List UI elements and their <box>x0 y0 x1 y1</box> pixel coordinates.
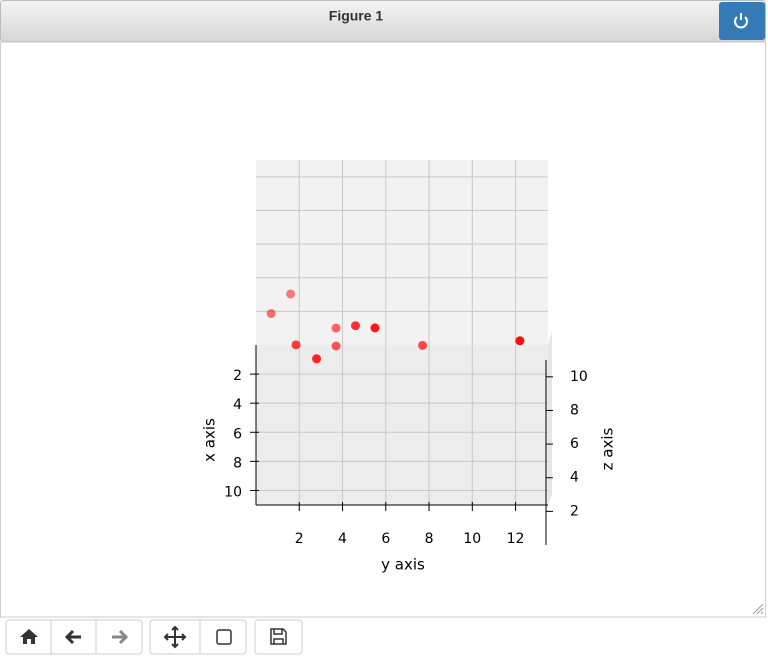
side-pane <box>548 330 552 505</box>
close-button-bg[interactable] <box>719 2 765 40</box>
z-axis-label: z axis <box>599 427 617 470</box>
x-axis-label: x axis <box>201 418 219 462</box>
data-point <box>331 341 341 351</box>
z-tick-label: 4 <box>570 470 579 486</box>
plot-3d: 2 4 6 8 10 2 4 6 8 10 12 2 4 6 8 10 x axis y axis z axis <box>201 160 617 574</box>
data-point <box>291 340 301 350</box>
back-button[interactable] <box>64 629 81 645</box>
x-tick-label: 4 <box>233 397 242 413</box>
data-point <box>515 336 525 346</box>
window-title: Figure 1 <box>329 8 384 24</box>
y-axis-label: y axis <box>381 556 425 574</box>
data-point <box>331 323 341 333</box>
y-tick-label: 8 <box>425 531 434 547</box>
y-tick-label: 4 <box>338 531 347 547</box>
data-point <box>350 321 360 331</box>
z-tick-label: 10 <box>570 369 588 385</box>
zoom-button[interactable] <box>216 629 232 645</box>
close-button[interactable] <box>719 2 765 40</box>
y-tick-label: 10 <box>463 531 481 547</box>
z-tick-label: 6 <box>570 436 579 452</box>
y-tick-label: 12 <box>507 531 525 547</box>
back-pane <box>256 160 548 345</box>
home-button[interactable] <box>20 629 38 644</box>
x-tick-label: 8 <box>233 455 242 471</box>
x-tick-label: 6 <box>233 426 242 442</box>
floor-pane <box>256 345 548 505</box>
resize-handle[interactable] <box>752 603 764 615</box>
pan-button[interactable] <box>163 625 187 649</box>
forward-button[interactable] <box>112 629 129 645</box>
data-point <box>312 354 322 364</box>
y-tick-label: 2 <box>295 531 304 547</box>
data-point <box>286 289 296 299</box>
save-group <box>254 619 303 655</box>
data-point <box>266 309 276 319</box>
x-tick-label: 2 <box>233 368 242 384</box>
x-tick-label: 10 <box>224 484 242 500</box>
toolbar <box>5 619 303 655</box>
data-point <box>418 340 428 350</box>
y-tick-label: 6 <box>381 531 390 547</box>
power-icon[interactable] <box>734 16 748 29</box>
z-tick-label: 8 <box>570 402 579 418</box>
data-point <box>370 323 380 333</box>
save-button[interactable] <box>270 628 287 645</box>
z-tick-label: 2 <box>570 503 579 519</box>
